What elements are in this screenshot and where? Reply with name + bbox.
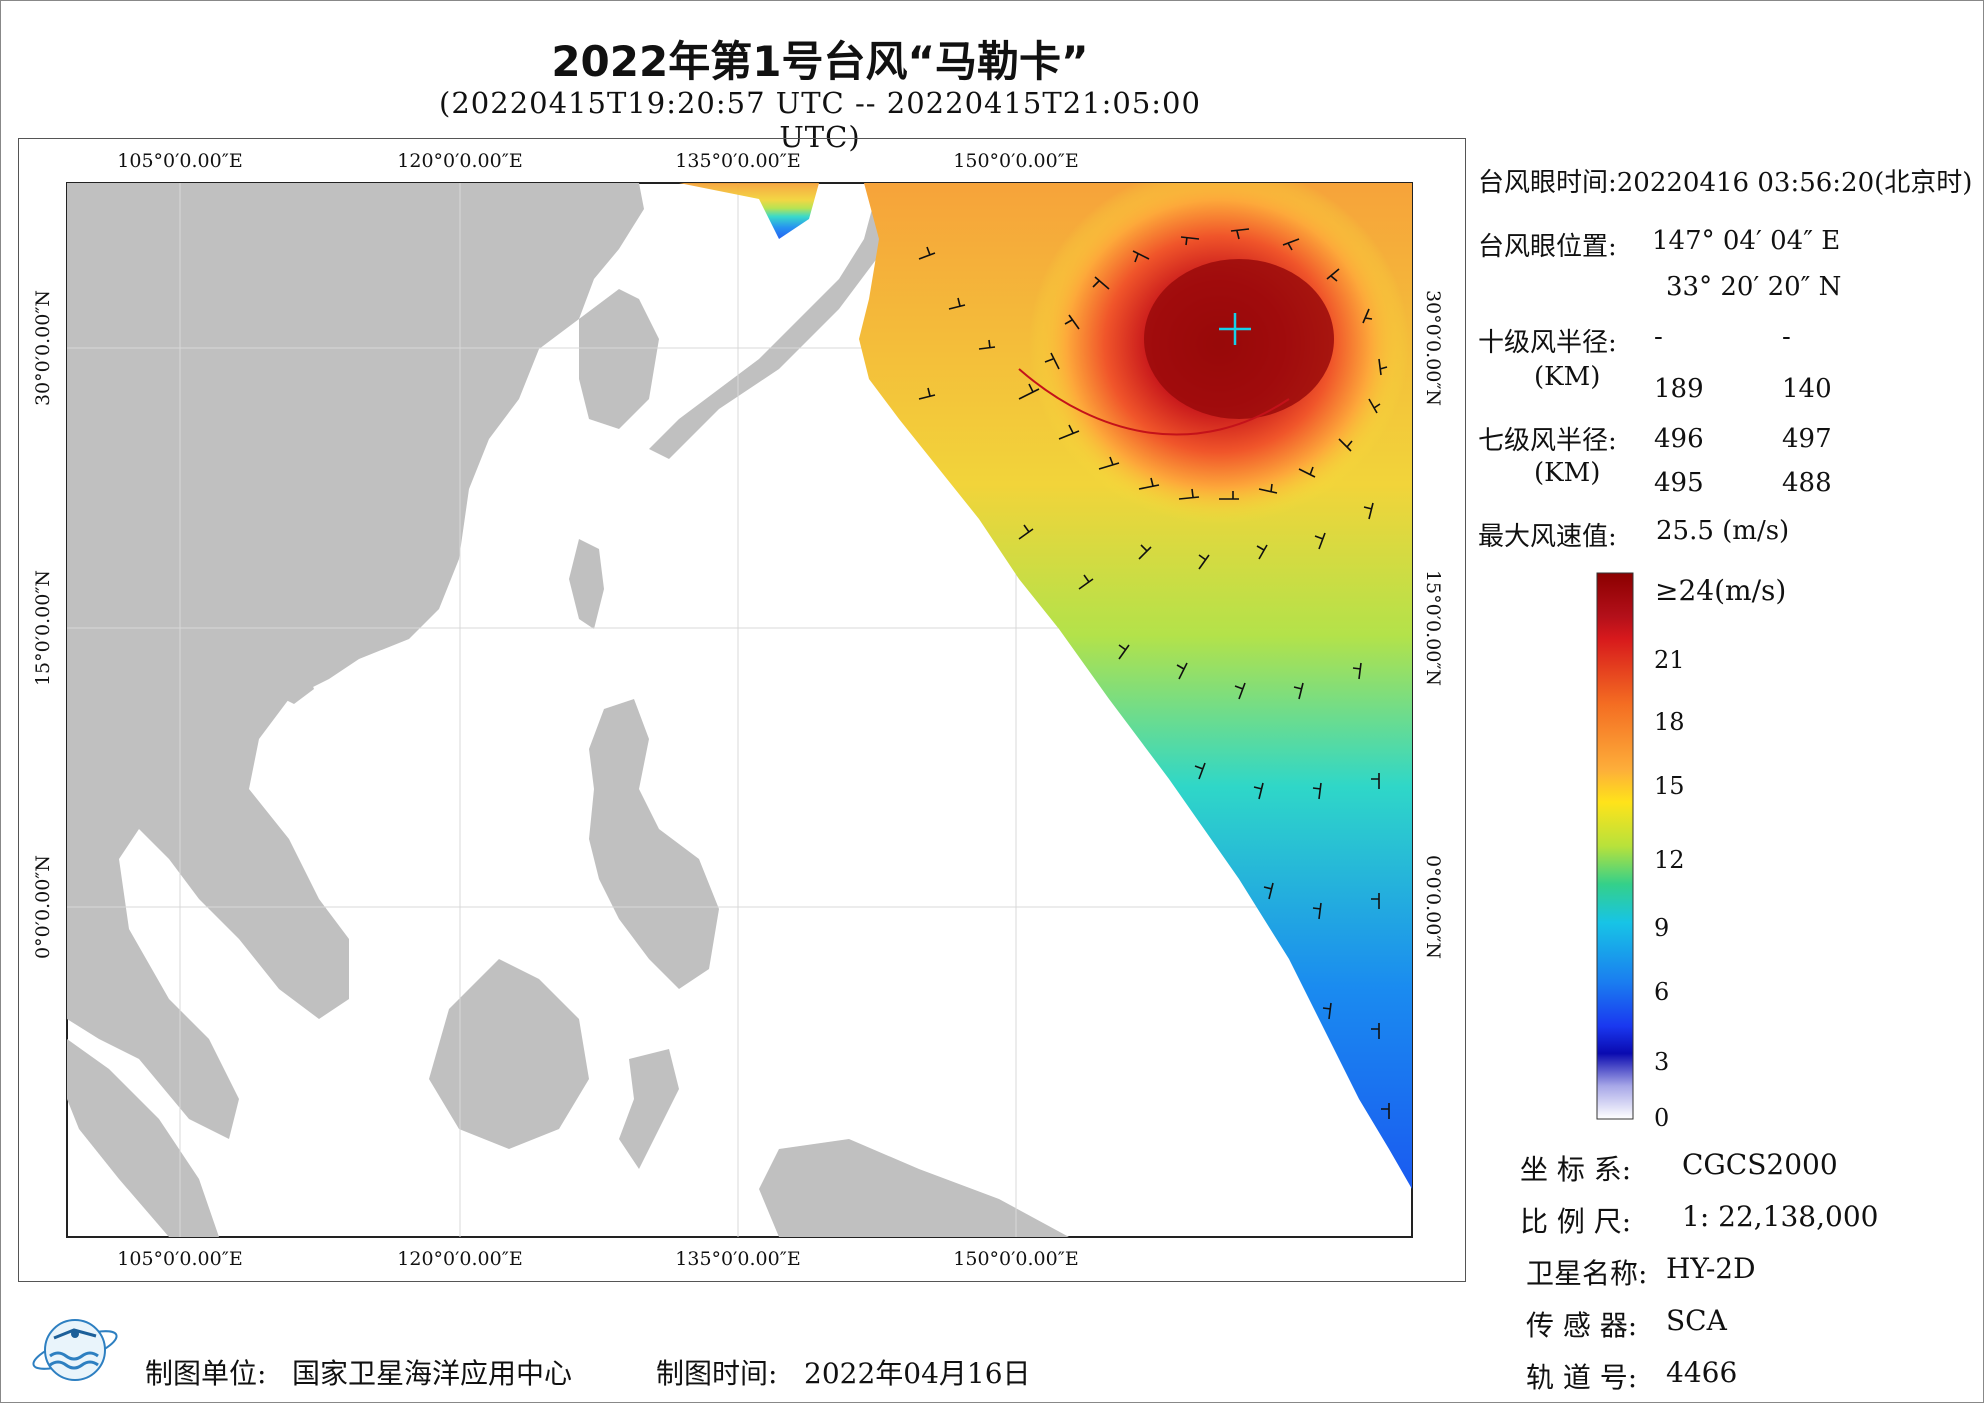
storm-track-curve <box>1018 368 1290 436</box>
max-wind-value: 25.5 (m/s) <box>1656 516 1790 546</box>
eye-lon-value: 147° 04′ 04″ E <box>1652 226 1841 256</box>
eye-time-value: 20220416 03:56:20(北京时) <box>1616 168 1973 198</box>
legend-tick: 6 <box>1654 978 1670 1006</box>
new-guinea-land <box>759 1139 1069 1237</box>
map-subtitle: (20220415T19:20:57 UTC -- 20220415T21:05… <box>439 86 1201 154</box>
r10-value-sw: 189 <box>1654 374 1704 404</box>
r7-value-nw: 488 <box>1782 468 1832 498</box>
producer-value: 国家卫星海洋应用中心 <box>292 1357 573 1390</box>
satellite-label: 卫星名称: <box>1526 1257 1648 1290</box>
lon-label-bottom: 120°0′0.00″E <box>397 1248 522 1270</box>
r7-label: 七级风半径: <box>1478 426 1617 456</box>
scale-value: 1: 22,138,000 <box>1682 1200 1879 1233</box>
legend-tick: 9 <box>1654 914 1670 942</box>
sensor-value: SCA <box>1666 1304 1727 1337</box>
satellite-value: HY-2D <box>1666 1252 1756 1285</box>
orbit-value: 4466 <box>1666 1356 1738 1389</box>
lon-label-top: 135°0′0.00″E <box>675 150 800 172</box>
eye-time-label: 台风眼时间: <box>1478 168 1617 198</box>
korea-peninsula-land <box>579 289 659 429</box>
map-canvas[interactable]: 105°0′0.00″E 120°0′0.00″E 135°0′0.00″E 1… <box>19 139 1465 1281</box>
production-date-label: 制图时间: <box>656 1357 778 1390</box>
legend-tick: 0 <box>1654 1104 1670 1132</box>
r10-value-nw: 140 <box>1782 374 1832 404</box>
r7-value-se: 497 <box>1782 424 1832 454</box>
legend-max-label: ≥24(m/s) <box>1655 574 1787 607</box>
borneo-land <box>429 959 589 1149</box>
wind-swath-north <box>679 183 819 239</box>
lat-label-left: 30°0′0.00″N <box>32 290 54 406</box>
typhoon-inner-core <box>1144 259 1334 419</box>
cyan-cross-icon <box>1219 313 1251 345</box>
asia-mainland-land <box>67 183 644 1139</box>
map-title: 2022年第1号台风“马勒卡” <box>551 37 1089 86</box>
sumatra-land <box>67 1039 219 1237</box>
lon-label-bottom: 105°0′0.00″E <box>117 1248 242 1270</box>
sensor-label: 传 感 器: <box>1526 1309 1638 1342</box>
legend-tick: 15 <box>1654 772 1685 800</box>
legend-tick: 3 <box>1654 1048 1670 1076</box>
legend-tick: 21 <box>1654 646 1685 674</box>
sulawesi-land <box>619 1049 679 1169</box>
lon-label-top: 120°0′0.00″E <box>397 150 522 172</box>
r7-value-sw: 495 <box>1654 468 1704 498</box>
lat-label-left: 15°0′0.00″N <box>32 570 54 686</box>
lon-label-top: 150°0′0.00″E <box>953 150 1078 172</box>
nsoas-logo-icon <box>32 1319 118 1381</box>
legend-tick: 18 <box>1654 708 1685 736</box>
r7-unit: (KM) <box>1534 458 1601 488</box>
r10-unit: (KM) <box>1534 362 1601 392</box>
crs-label: 坐 标 系: <box>1520 1153 1632 1186</box>
eye-position-label: 台风眼位置: <box>1478 232 1617 262</box>
lat-label-right: 30°0′0.00″N <box>1422 290 1444 406</box>
crs-value: CGCS2000 <box>1682 1148 1838 1181</box>
eye-time-row: 台风眼时间:20220416 03:56:20(北京时) <box>1478 162 1972 199</box>
producer-label: 制图单位: <box>145 1357 267 1390</box>
orbit-label: 轨 道 号: <box>1526 1361 1638 1394</box>
eye-lat-value: 33° 20′ 20″ N <box>1666 272 1842 302</box>
legend-tick: 12 <box>1654 846 1685 874</box>
lon-label-top: 105°0′0.00″E <box>117 150 242 172</box>
lon-label-bottom: 150°0′0.00″E <box>953 1248 1078 1270</box>
max-wind-label: 最大风速值: <box>1478 522 1617 552</box>
hainan-land <box>274 664 314 704</box>
lon-label-bottom: 135°0′0.00″E <box>675 1248 800 1270</box>
wind-speed-colorbar <box>1596 572 1634 1120</box>
scale-label: 比 例 尺: <box>1520 1205 1632 1238</box>
taiwan-land <box>569 539 604 629</box>
wind-barbs <box>918 228 1390 1119</box>
lat-label-right: 0°0′0.00″N <box>1422 855 1444 959</box>
r7-value-ne: 496 <box>1654 424 1704 454</box>
production-date-value: 2022年04月16日 <box>804 1357 1031 1390</box>
r10-value-se: - <box>1782 322 1791 352</box>
map-panel: 105°0′0.00″E 120°0′0.00″E 135°0′0.00″E 1… <box>18 138 1466 1282</box>
lat-label-left: 0°0′0.00″N <box>32 855 54 959</box>
r10-value-ne: - <box>1654 322 1663 352</box>
r10-label: 十级风半径: <box>1478 328 1617 358</box>
lat-label-right: 15°0′0.00″N <box>1422 570 1444 686</box>
philippines-land <box>589 699 719 989</box>
